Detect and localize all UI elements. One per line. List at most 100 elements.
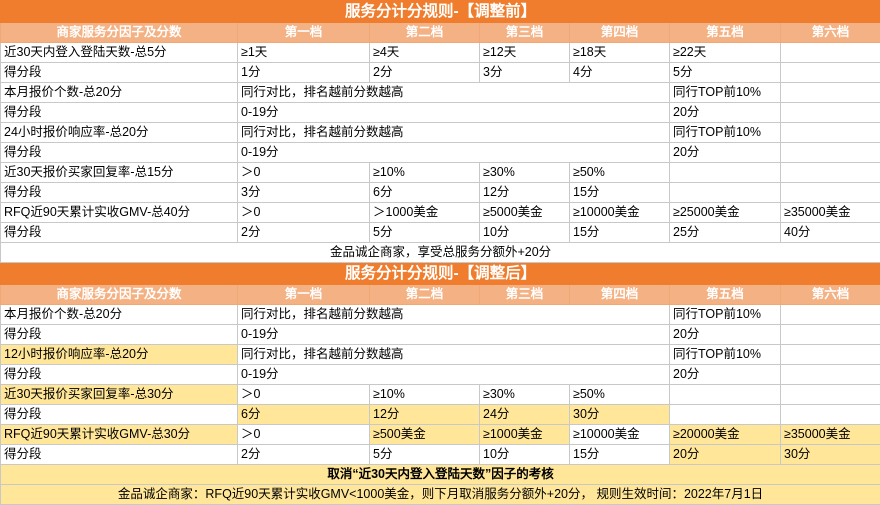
after-remark-2-row: 金品诚企商家：RFQ近90天累计实收GMV<1000美金，则下月取消服务分额外+…	[1, 485, 880, 505]
tier-cell: ≥1000美金	[480, 425, 570, 445]
before-note-row: 金品诚企商家，享受总服务分额外+20分	[1, 243, 880, 263]
tier-cell	[781, 183, 880, 203]
factor-cell: RFQ近90天累计实收GMV-总40分	[1, 203, 238, 223]
tier-cell: ≥30%	[480, 385, 570, 405]
tier-cell: 24分	[480, 405, 570, 425]
factor-cell: 得分段	[1, 325, 238, 345]
before-title-row: 服务分计分规则-【调整前】	[1, 1, 880, 23]
header-cell: 第二档	[370, 23, 480, 43]
tier-cell: ≥50%	[570, 163, 670, 183]
tier-cell: ≥1天	[238, 43, 370, 63]
tier-cell: ≥35000美金	[781, 203, 880, 223]
tier-cell: 2分	[238, 445, 370, 465]
tier-cell	[670, 163, 781, 183]
tier-cell: 20分	[670, 325, 781, 345]
tier-cell: ≥10%	[370, 385, 480, 405]
table-row: 近30天报价买家回复率-总15分＞0≥10%≥30%≥50%	[1, 163, 880, 183]
tier-cell: 6分	[370, 183, 480, 203]
tier-cell: 15分	[570, 223, 670, 243]
header-cell: 商家服务分因子及分数	[1, 285, 238, 305]
tier-cell	[781, 103, 880, 123]
table-row: RFQ近90天累计实收GMV-总30分＞0≥500美金≥1000美金≥10000…	[1, 425, 880, 445]
tier-cell	[670, 405, 781, 425]
header-cell: 第四档	[570, 285, 670, 305]
tier-cell: ＞1000美金	[370, 203, 480, 223]
tier-cell: 20分	[670, 445, 781, 465]
tier-cell	[781, 325, 880, 345]
tier-cell: 0-19分	[238, 103, 670, 123]
tier-cell: ≥500美金	[370, 425, 480, 445]
table-row: 近30天内登入登陆天数-总5分≥1天≥4天≥12天≥18天≥22天	[1, 43, 880, 63]
tier-cell: 3分	[238, 183, 370, 203]
after-remark-2: 金品诚企商家：RFQ近90天累计实收GMV<1000美金，则下月取消服务分额外+…	[1, 485, 880, 505]
tier-cell: ＞0	[238, 163, 370, 183]
tier-cell: 同行对比，排名越前分数越高	[238, 83, 670, 103]
tier-cell: 5分	[670, 63, 781, 83]
after-header-row: 商家服务分因子及分数第一档第二档第三档第四档第五档第六档	[1, 285, 880, 305]
tier-cell	[781, 365, 880, 385]
factor-cell: 得分段	[1, 445, 238, 465]
tier-cell: 12分	[480, 183, 570, 203]
tier-cell: ＞0	[238, 425, 370, 445]
table-row: RFQ近90天累计实收GMV-总40分＞0＞1000美金≥5000美金≥1000…	[1, 203, 880, 223]
tier-cell: ≥30%	[480, 163, 570, 183]
tier-cell	[781, 405, 880, 425]
factor-cell: 12小时报价响应率-总20分	[1, 345, 238, 365]
tier-cell: 3分	[480, 63, 570, 83]
tier-cell: 10分	[480, 445, 570, 465]
tier-cell: 15分	[570, 183, 670, 203]
tier-cell: ≥35000美金	[781, 425, 880, 445]
tier-cell: 同行TOP前10%	[670, 123, 781, 143]
tier-cell: 同行TOP前10%	[670, 345, 781, 365]
tier-cell: 2分	[370, 63, 480, 83]
header-cell: 商家服务分因子及分数	[1, 23, 238, 43]
tier-cell: ≥5000美金	[480, 203, 570, 223]
before-note: 金品诚企商家，享受总服务分额外+20分	[1, 243, 880, 263]
header-cell: 第五档	[670, 285, 781, 305]
factor-cell: 得分段	[1, 143, 238, 163]
tier-cell: 0-19分	[238, 325, 670, 345]
tier-cell: ＞0	[238, 385, 370, 405]
header-cell: 第三档	[480, 285, 570, 305]
tier-cell: 同行TOP前10%	[670, 83, 781, 103]
tier-cell	[670, 385, 781, 405]
header-cell: 第六档	[781, 23, 880, 43]
tier-cell: ≥18天	[570, 43, 670, 63]
tier-cell: 40分	[781, 223, 880, 243]
tier-cell: 20分	[670, 103, 781, 123]
header-cell: 第二档	[370, 285, 480, 305]
table-row: 12小时报价响应率-总20分同行对比，排名越前分数越高同行TOP前10%	[1, 345, 880, 365]
tier-cell: 5分	[370, 445, 480, 465]
tier-cell: ≥10%	[370, 163, 480, 183]
tier-cell	[781, 63, 880, 83]
tier-cell: 同行对比，排名越前分数越高	[238, 123, 670, 143]
header-cell: 第六档	[781, 285, 880, 305]
tier-cell: ≥20000美金	[670, 425, 781, 445]
tier-cell: ≥10000美金	[570, 425, 670, 445]
header-cell: 第一档	[238, 285, 370, 305]
table-row: 24小时报价响应率-总20分同行对比，排名越前分数越高同行TOP前10%	[1, 123, 880, 143]
factor-cell: 得分段	[1, 223, 238, 243]
tier-cell	[670, 183, 781, 203]
tier-cell: ≥4天	[370, 43, 480, 63]
factor-cell: 得分段	[1, 63, 238, 83]
factor-cell: 近30天报价买家回复率-总15分	[1, 163, 238, 183]
tier-cell	[781, 385, 880, 405]
tier-cell: 20分	[670, 365, 781, 385]
factor-cell: 24小时报价响应率-总20分	[1, 123, 238, 143]
header-cell: 第四档	[570, 23, 670, 43]
tier-cell: 同行对比，排名越前分数越高	[238, 345, 670, 365]
tier-cell: 1分	[238, 63, 370, 83]
tier-cell: 2分	[238, 223, 370, 243]
factor-cell: 本月报价个数-总20分	[1, 305, 238, 325]
tier-cell	[781, 163, 880, 183]
tier-cell: 同行对比，排名越前分数越高	[238, 305, 670, 325]
